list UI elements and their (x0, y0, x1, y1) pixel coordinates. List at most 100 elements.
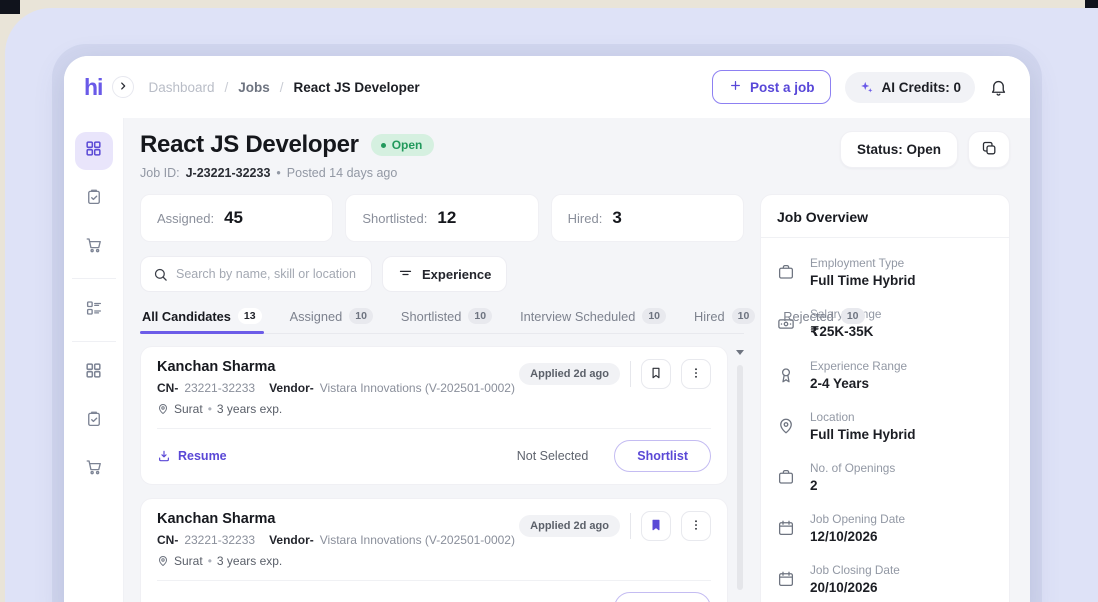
tab-all-candidates[interactable]: All Candidates 13 (140, 304, 264, 334)
overview-label: Location (810, 410, 855, 424)
more-options-button[interactable] (681, 511, 711, 541)
sidebar-expand-button[interactable] (112, 76, 135, 98)
list-scrollbar[interactable] (736, 350, 744, 602)
sidebar-item-vendor-cart[interactable] (75, 450, 113, 488)
cn-label: CN- (157, 533, 179, 547)
stat-label: Shortlisted: (362, 210, 428, 226)
tab-label: Rejected (783, 308, 834, 324)
tab-count-badge: 10 (731, 308, 756, 324)
sidebar-item-tasks[interactable] (75, 180, 113, 218)
applied-ago-badge: Applied 2d ago (519, 363, 620, 385)
divider (630, 513, 631, 539)
app-logo[interactable]: hi (84, 73, 103, 100)
tab-count-badge: 10 (349, 308, 373, 324)
tab-label: Hired (694, 308, 725, 324)
tab-count-badge: 13 (237, 308, 262, 324)
overview-label: No. of Openings (810, 461, 896, 475)
tab-interview-scheduled[interactable]: Interview Scheduled 10 (518, 304, 668, 333)
job-status-badge: Open (370, 134, 435, 156)
stats-row: Assigned: 45 Shortlisted: 12 Hired: 3 (140, 194, 744, 242)
breadcrumb-separator: / (224, 79, 229, 95)
overview-value: ₹25K-35K (810, 324, 874, 339)
breadcrumb: Dashboard / Jobs / React JS Developer (148, 80, 419, 95)
stat-value: 12 (437, 208, 457, 227)
breadcrumb-dashboard[interactable]: Dashboard (148, 79, 215, 95)
copy-icon (981, 140, 998, 160)
bookmark-button[interactable] (641, 359, 671, 389)
search-input[interactable] (176, 267, 359, 281)
job-id-label: Job ID: (140, 166, 180, 180)
tab-shortlisted[interactable]: Shortlisted 10 (399, 304, 494, 333)
dot-separator: • (207, 554, 212, 568)
sidebar-item-vendor-dashboard[interactable] (75, 354, 113, 392)
search-icon (153, 267, 168, 282)
overview-item-experience-range: Experience Range 2-4 Years (777, 349, 993, 400)
breadcrumb-current: React JS Developer (293, 79, 420, 95)
overview-item-employment-type: Employment Type Full Time Hybrid (777, 246, 993, 297)
overview-value: Full Time Hybrid (810, 427, 916, 442)
overview-label: Job Opening Date (810, 512, 906, 526)
resume-label: Resume (178, 449, 227, 463)
tab-label: All Candidates (142, 308, 231, 324)
vendor-label: Vendor- (269, 381, 314, 395)
notifications-bell-icon[interactable] (989, 78, 1008, 97)
overview-label: Job Closing Date (810, 563, 900, 577)
clipboard-check-icon (85, 188, 103, 211)
overview-item-openings: No. of Openings 2 (777, 451, 993, 502)
tab-label: Interview Scheduled (520, 308, 636, 324)
award-icon (777, 366, 797, 384)
cn-value: 23221-32233 (184, 533, 256, 547)
plus-icon (729, 79, 742, 95)
candidate-experience: 3 years exp. (216, 554, 283, 568)
candidate-name: Kanchan Sharma (157, 359, 276, 375)
stat-label: Hired: (567, 210, 603, 226)
experience-filter-button[interactable]: Experience (382, 256, 508, 292)
tab-count-badge: 10 (468, 308, 493, 324)
dashboard-grid-icon (84, 361, 103, 385)
vendor-label: Vendor- (269, 533, 314, 547)
bookmark-button-active[interactable] (641, 511, 671, 541)
shortlist-button[interactable]: Shortlist (614, 592, 711, 602)
overview-value: 2-4 Years (810, 376, 870, 391)
stat-card-assigned: Assigned: 45 (140, 194, 334, 242)
breadcrumb-jobs[interactable]: Jobs (238, 79, 270, 95)
candidate-name: Kanchan Sharma (157, 511, 276, 527)
breadcrumb-separator: / (279, 79, 284, 95)
sidebar-item-dashboard[interactable] (74, 132, 113, 170)
app-window: hi Dashboard / Jobs / React JS Developer… (64, 56, 1030, 602)
candidate-location: Surat (174, 402, 203, 416)
stat-value: 3 (612, 208, 622, 227)
tab-rejected[interactable]: Rejected 10 (781, 304, 866, 333)
job-id-value: J-23221-32233 (185, 166, 271, 180)
selection-status-text: Not Selected (516, 449, 589, 463)
tab-hired[interactable]: Hired 10 (692, 304, 757, 333)
vendor-value: Vistara Innovations (V-202501-0002) (319, 381, 515, 395)
tab-label: Shortlisted (400, 308, 462, 324)
scroll-arrow-icon (736, 350, 744, 355)
sidebar-item-pipeline[interactable] (75, 291, 113, 329)
ai-credits-pill[interactable]: AI Credits: 0 (845, 71, 975, 103)
shortlist-button[interactable]: Shortlist (614, 440, 711, 472)
ai-credits-label: AI Credits: 0 (881, 79, 961, 95)
more-options-button[interactable] (681, 359, 711, 389)
resume-download-link[interactable]: Resume (157, 449, 227, 463)
top-bar: hi Dashboard / Jobs / React JS Developer… (64, 56, 1030, 118)
overview-label: Experience Range (810, 359, 908, 373)
download-icon (157, 449, 171, 463)
status-open-button[interactable]: Status: Open (839, 131, 958, 168)
stat-label: Assigned: (157, 210, 215, 226)
stat-card-hired: Hired: 3 (550, 194, 744, 242)
dots-vertical-icon (689, 366, 703, 383)
overview-item-location: Location Full Time Hybrid (777, 400, 993, 451)
sidebar-item-vendor-tasks[interactable] (75, 402, 113, 440)
copy-job-button[interactable] (968, 131, 1010, 168)
scrollbar-thumb[interactable] (737, 365, 743, 590)
post-a-job-button[interactable]: Post a job (711, 70, 832, 104)
main-content: React JS Developer Open Job ID: J-23221-… (124, 118, 1030, 602)
job-overview-panel: Job Overview Employment Type Full Time H… (760, 194, 1010, 602)
sidebar-item-marketplace[interactable] (75, 228, 113, 266)
kanban-list-icon (85, 299, 103, 322)
cn-label: CN- (157, 381, 179, 395)
clipboard-check-icon (85, 410, 103, 433)
tab-assigned[interactable]: Assigned 10 (288, 304, 375, 333)
